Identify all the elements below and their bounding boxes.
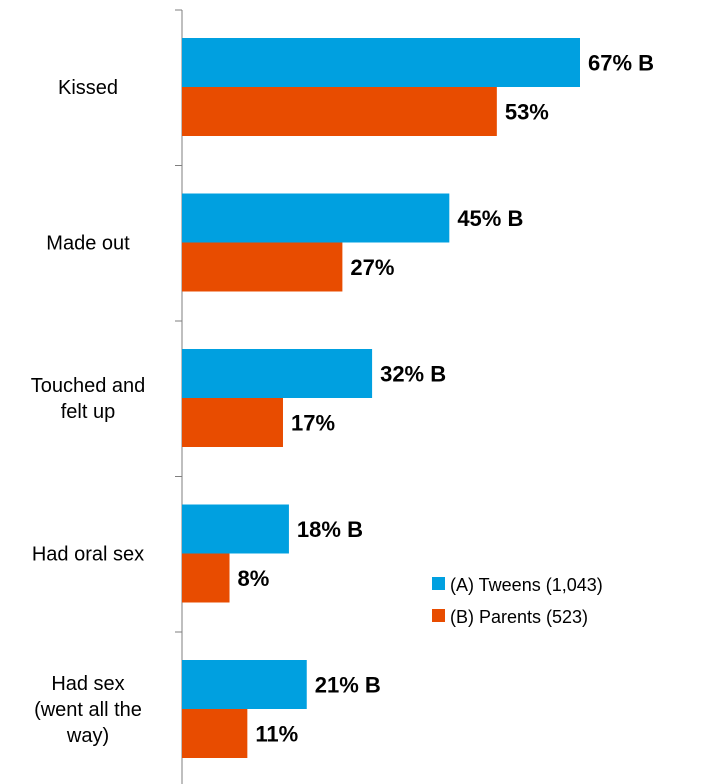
data-label: 21% B <box>315 673 381 698</box>
bar-tweens <box>182 193 450 243</box>
bars <box>182 38 580 758</box>
category-label: Had oral sex <box>32 544 144 566</box>
category-label: Made out <box>46 233 130 255</box>
data-label: 67% B <box>588 51 654 76</box>
category-labels: Kissed Made out Touched and felt up Had oral… <box>31 77 146 747</box>
category-label: Touched and <box>31 375 146 397</box>
bar-parents <box>182 709 248 758</box>
data-label: 53% <box>505 100 549 125</box>
legend-swatch-tweens <box>432 577 445 590</box>
bar-parents <box>182 242 343 292</box>
bar-parents <box>182 398 283 447</box>
legend-swatch-parents <box>432 609 445 622</box>
category-label: Had sex <box>51 673 124 695</box>
legend-label-tweens: (A) Tweens (1,043) <box>450 575 603 595</box>
data-label: 27% <box>350 255 394 280</box>
axis <box>175 9 183 784</box>
legend: (A) Tweens (1,043) (B) Parents (523) <box>432 575 603 627</box>
bar-tweens <box>182 349 373 398</box>
legend-label-parents: (B) Parents (523) <box>450 607 588 627</box>
bar-parents <box>182 553 230 603</box>
category-label: (went all the <box>34 699 142 721</box>
category-label: felt up <box>61 401 115 423</box>
bar-parents <box>182 87 497 136</box>
data-label: 45% B <box>457 206 523 231</box>
data-label: 17% <box>291 411 335 436</box>
bar-tweens <box>182 38 580 87</box>
data-label: 11% <box>255 722 298 747</box>
data-labels: 67% B 45% B 32% B 18% B 21% B 53% 27% 17% 8% 11% <box>238 51 655 747</box>
bar-tweens <box>182 504 289 554</box>
category-label: Kissed <box>58 77 118 99</box>
data-label: 8% <box>238 566 270 591</box>
data-label: 32% B <box>380 362 446 387</box>
bar-tweens <box>182 660 307 709</box>
data-label: 18% B <box>297 517 363 542</box>
category-label: way) <box>66 725 109 747</box>
